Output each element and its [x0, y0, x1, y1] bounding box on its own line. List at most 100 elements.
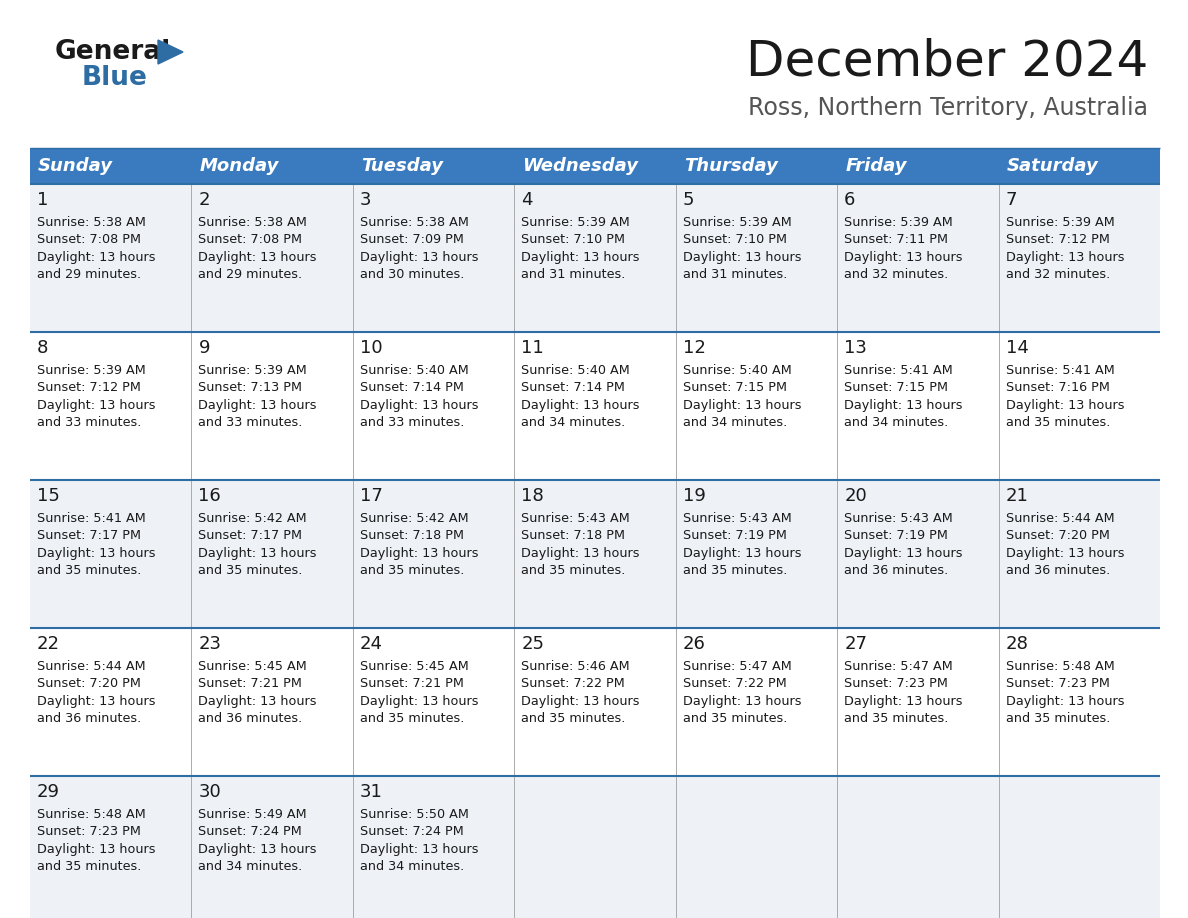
Text: Sunday: Sunday	[38, 157, 113, 175]
Text: Friday: Friday	[845, 157, 906, 175]
Text: and 36 minutes.: and 36 minutes.	[198, 712, 303, 725]
Text: and 34 minutes.: and 34 minutes.	[522, 416, 626, 429]
Text: and 35 minutes.: and 35 minutes.	[845, 712, 948, 725]
Text: Daylight: 13 hours: Daylight: 13 hours	[845, 398, 962, 411]
Text: Sunrise: 5:39 AM: Sunrise: 5:39 AM	[198, 364, 308, 376]
Text: and 31 minutes.: and 31 minutes.	[683, 268, 788, 281]
Text: 19: 19	[683, 487, 706, 505]
Text: 24: 24	[360, 635, 383, 653]
Text: Sunset: 7:23 PM: Sunset: 7:23 PM	[37, 825, 141, 838]
Text: Sunset: 7:12 PM: Sunset: 7:12 PM	[1005, 233, 1110, 246]
Text: Sunset: 7:18 PM: Sunset: 7:18 PM	[522, 529, 625, 542]
Text: Sunrise: 5:49 AM: Sunrise: 5:49 AM	[198, 808, 307, 821]
Text: Sunrise: 5:38 AM: Sunrise: 5:38 AM	[37, 216, 146, 229]
Text: Sunset: 7:14 PM: Sunset: 7:14 PM	[360, 381, 463, 394]
Text: 30: 30	[198, 783, 221, 801]
Text: and 35 minutes.: and 35 minutes.	[1005, 712, 1110, 725]
Text: Sunrise: 5:48 AM: Sunrise: 5:48 AM	[1005, 659, 1114, 673]
Bar	[30, 184, 1159, 332]
Text: Sunset: 7:18 PM: Sunset: 7:18 PM	[360, 529, 463, 542]
Text: Sunrise: 5:43 AM: Sunrise: 5:43 AM	[683, 511, 791, 524]
Text: Daylight: 13 hours: Daylight: 13 hours	[1005, 251, 1124, 263]
Text: Sunset: 7:15 PM: Sunset: 7:15 PM	[683, 381, 786, 394]
Text: 3: 3	[360, 191, 372, 209]
Text: 14: 14	[1005, 339, 1029, 357]
Text: Sunset: 7:24 PM: Sunset: 7:24 PM	[198, 825, 302, 838]
Text: 12: 12	[683, 339, 706, 357]
Text: and 35 minutes.: and 35 minutes.	[1005, 416, 1110, 429]
Text: Daylight: 13 hours: Daylight: 13 hours	[1005, 695, 1124, 708]
Text: and 35 minutes.: and 35 minutes.	[37, 860, 141, 873]
Text: Sunrise: 5:41 AM: Sunrise: 5:41 AM	[37, 511, 146, 524]
Text: Sunset: 7:10 PM: Sunset: 7:10 PM	[522, 233, 625, 246]
Text: and 35 minutes.: and 35 minutes.	[198, 564, 303, 577]
Text: 8: 8	[37, 339, 49, 357]
Text: 9: 9	[198, 339, 210, 357]
Text: Sunrise: 5:39 AM: Sunrise: 5:39 AM	[522, 216, 630, 229]
Text: and 35 minutes.: and 35 minutes.	[683, 564, 788, 577]
Text: and 33 minutes.: and 33 minutes.	[37, 416, 141, 429]
Text: Sunrise: 5:41 AM: Sunrise: 5:41 AM	[1005, 364, 1114, 376]
Text: and 36 minutes.: and 36 minutes.	[1005, 564, 1110, 577]
Text: Sunrise: 5:45 AM: Sunrise: 5:45 AM	[360, 659, 468, 673]
Text: Sunrise: 5:46 AM: Sunrise: 5:46 AM	[522, 659, 630, 673]
Text: Sunrise: 5:44 AM: Sunrise: 5:44 AM	[37, 659, 146, 673]
Text: Ross, Northern Territory, Australia: Ross, Northern Territory, Australia	[748, 96, 1148, 120]
Text: and 32 minutes.: and 32 minutes.	[1005, 268, 1110, 281]
Text: Daylight: 13 hours: Daylight: 13 hours	[845, 251, 962, 263]
Text: 25: 25	[522, 635, 544, 653]
Text: Daylight: 13 hours: Daylight: 13 hours	[37, 546, 156, 559]
Text: 11: 11	[522, 339, 544, 357]
Text: Sunrise: 5:47 AM: Sunrise: 5:47 AM	[845, 659, 953, 673]
Text: Sunset: 7:20 PM: Sunset: 7:20 PM	[37, 677, 141, 690]
Text: Daylight: 13 hours: Daylight: 13 hours	[198, 695, 317, 708]
Text: Daylight: 13 hours: Daylight: 13 hours	[522, 398, 640, 411]
Text: Sunrise: 5:41 AM: Sunrise: 5:41 AM	[845, 364, 953, 376]
Text: 15: 15	[37, 487, 59, 505]
Text: Sunset: 7:21 PM: Sunset: 7:21 PM	[360, 677, 463, 690]
Text: Sunrise: 5:42 AM: Sunrise: 5:42 AM	[198, 511, 307, 524]
Text: 20: 20	[845, 487, 867, 505]
Text: Daylight: 13 hours: Daylight: 13 hours	[522, 695, 640, 708]
Text: Daylight: 13 hours: Daylight: 13 hours	[360, 546, 479, 559]
Text: Daylight: 13 hours: Daylight: 13 hours	[198, 546, 317, 559]
Text: 1: 1	[37, 191, 49, 209]
Text: Sunrise: 5:43 AM: Sunrise: 5:43 AM	[522, 511, 630, 524]
Text: Daylight: 13 hours: Daylight: 13 hours	[683, 695, 801, 708]
Text: 6: 6	[845, 191, 855, 209]
Text: Daylight: 13 hours: Daylight: 13 hours	[360, 398, 479, 411]
Text: and 31 minutes.: and 31 minutes.	[522, 268, 626, 281]
Text: and 33 minutes.: and 33 minutes.	[360, 416, 465, 429]
Text: Daylight: 13 hours: Daylight: 13 hours	[1005, 398, 1124, 411]
Text: Sunset: 7:19 PM: Sunset: 7:19 PM	[683, 529, 786, 542]
Text: Sunset: 7:21 PM: Sunset: 7:21 PM	[198, 677, 302, 690]
Text: and 33 minutes.: and 33 minutes.	[198, 416, 303, 429]
Text: and 34 minutes.: and 34 minutes.	[683, 416, 786, 429]
Text: Sunset: 7:09 PM: Sunset: 7:09 PM	[360, 233, 463, 246]
Text: Sunrise: 5:47 AM: Sunrise: 5:47 AM	[683, 659, 791, 673]
Text: Daylight: 13 hours: Daylight: 13 hours	[198, 398, 317, 411]
Text: 22: 22	[37, 635, 61, 653]
Text: Sunrise: 5:38 AM: Sunrise: 5:38 AM	[198, 216, 308, 229]
Text: Blue: Blue	[82, 65, 147, 91]
Text: Sunset: 7:17 PM: Sunset: 7:17 PM	[37, 529, 141, 542]
Text: Sunset: 7:24 PM: Sunset: 7:24 PM	[360, 825, 463, 838]
Text: 28: 28	[1005, 635, 1029, 653]
Text: Sunrise: 5:44 AM: Sunrise: 5:44 AM	[1005, 511, 1114, 524]
Text: Daylight: 13 hours: Daylight: 13 hours	[845, 695, 962, 708]
Text: Daylight: 13 hours: Daylight: 13 hours	[37, 398, 156, 411]
Text: Sunset: 7:08 PM: Sunset: 7:08 PM	[37, 233, 141, 246]
Bar	[30, 480, 1159, 628]
Text: and 29 minutes.: and 29 minutes.	[37, 268, 141, 281]
Bar	[30, 148, 1159, 184]
Text: 10: 10	[360, 339, 383, 357]
Polygon shape	[158, 40, 183, 64]
Text: 21: 21	[1005, 487, 1029, 505]
Text: Sunrise: 5:50 AM: Sunrise: 5:50 AM	[360, 808, 469, 821]
Text: Daylight: 13 hours: Daylight: 13 hours	[198, 843, 317, 856]
Text: Sunset: 7:16 PM: Sunset: 7:16 PM	[1005, 381, 1110, 394]
Text: 2: 2	[198, 191, 210, 209]
Text: Sunrise: 5:42 AM: Sunrise: 5:42 AM	[360, 511, 468, 524]
Text: Sunset: 7:11 PM: Sunset: 7:11 PM	[845, 233, 948, 246]
Text: Sunset: 7:23 PM: Sunset: 7:23 PM	[845, 677, 948, 690]
